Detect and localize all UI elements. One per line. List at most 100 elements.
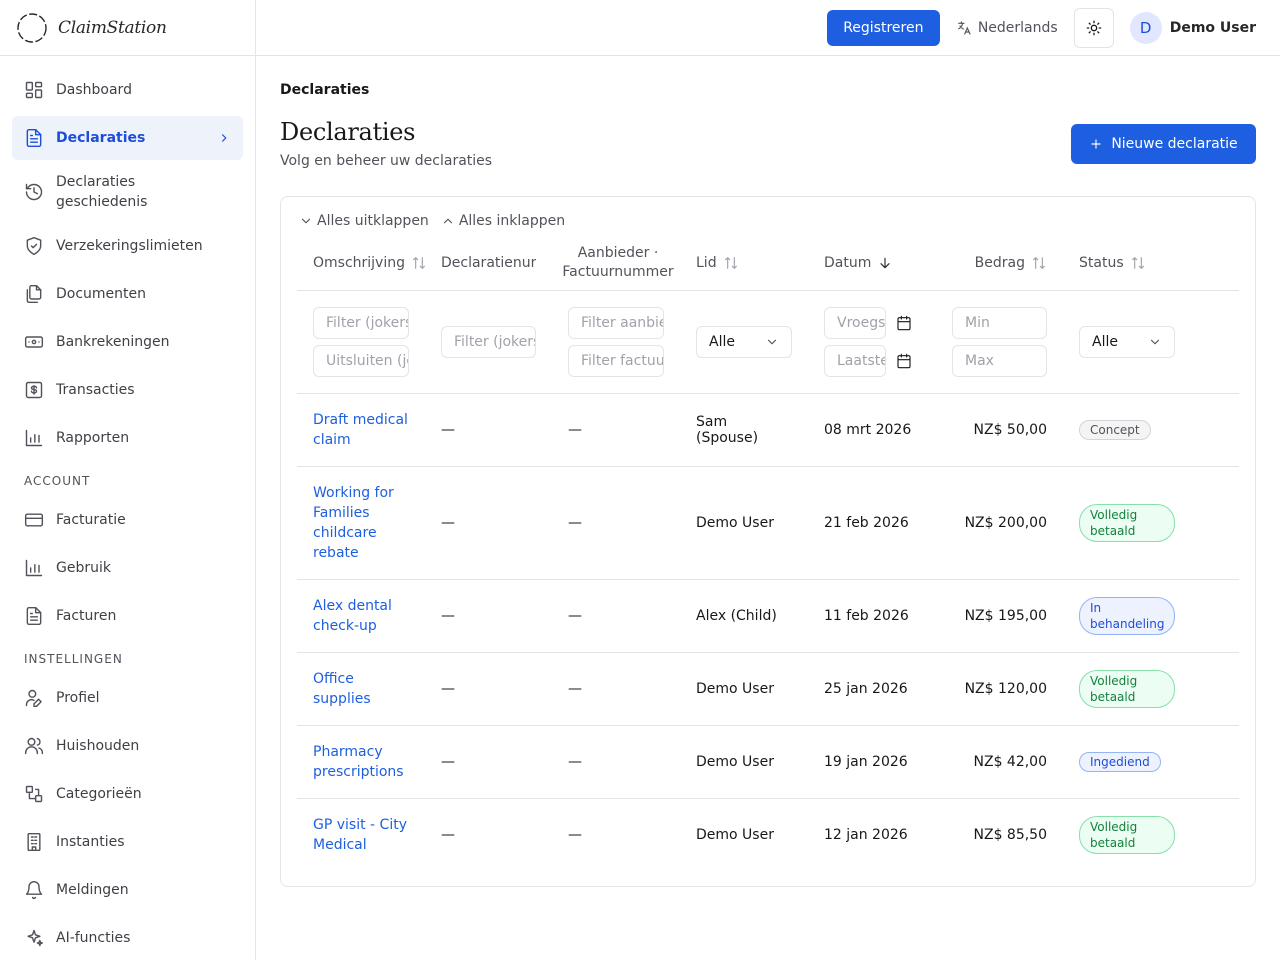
claim-number-cell: — (441, 826, 455, 843)
claim-description-link[interactable]: Office supplies (297, 652, 425, 726)
sidebar-item-label: Facturatie (56, 512, 126, 528)
section-label-account: ACCOUNT (24, 474, 91, 488)
expand-controls: Alles uitklappen Alles inklappen (299, 213, 565, 229)
invoice-filter-input[interactable]: Filter factuurnummer (568, 344, 664, 377)
column-label: Status (1079, 255, 1124, 272)
status-filter-value: Alle (1092, 333, 1118, 350)
sidebar-item-label: Facturen (56, 608, 117, 624)
column-header-claim-number[interactable]: Declaratienummer (425, 237, 552, 291)
sidebar-item-facturatie[interactable]: Facturatie (12, 498, 243, 542)
bell-icon (24, 880, 44, 900)
column-label: Declaratienummer (441, 255, 536, 272)
sidebar-item-profiel[interactable]: Profiel (12, 676, 243, 720)
user-pen-icon (24, 688, 44, 708)
sidebar-item-transacties[interactable]: Transacties (12, 368, 243, 412)
claim-description-link[interactable]: Alex dental check-up (297, 579, 425, 653)
provider-filter-input[interactable]: Filter aanbieder (568, 306, 664, 339)
column-header-date[interactable]: Datum (808, 237, 936, 291)
sidebar-item-rapporten[interactable]: Rapporten (12, 416, 243, 460)
sidebar-item-label: Profiel (56, 690, 100, 706)
avatar[interactable]: D (1129, 11, 1162, 44)
amount-cell: NZ$ 195,00 (936, 579, 1063, 653)
sidebar-item-bankrekeningen[interactable]: Bankrekeningen (12, 320, 243, 364)
sort-icon (1033, 257, 1045, 270)
description-filter-input[interactable]: Filter (jokers: *, ?) (313, 306, 409, 339)
sidebar-item-ai-functies[interactable]: AI-functies (12, 916, 243, 960)
sidebar-item-label: Declaraties (56, 130, 146, 146)
sidebar-item-huishouden[interactable]: Huishouden (12, 724, 243, 768)
page-subtitle: Volg en beheer uw declaraties (280, 153, 493, 169)
claim-description-link[interactable]: Working for Families childcare rebate (297, 466, 425, 580)
sidebar-item-declaraties-geschiedenis[interactable]: Declaraties geschiedenis (12, 164, 243, 220)
status-cell: Volledig betaald (1063, 466, 1239, 580)
shield-icon (24, 236, 44, 256)
status-filter-select[interactable]: Alle (1079, 325, 1175, 358)
description-exclude-input[interactable]: Uitsluiten (jokers) (313, 344, 409, 377)
member-cell: Demo User (680, 725, 808, 799)
sidebar-item-meldingen[interactable]: Meldingen (12, 868, 243, 912)
banknote-icon (24, 332, 44, 352)
claim-description-link[interactable]: Draft medical claim (297, 393, 425, 467)
sidebar-item-facturen[interactable]: Facturen (12, 594, 243, 638)
provider-cell: — (552, 466, 680, 580)
expand-all-button[interactable]: Alles uitklappen (299, 213, 429, 229)
sidebar-item-label: Declaraties geschiedenis (56, 174, 148, 210)
date-to-input[interactable]: Laatste (824, 344, 886, 377)
status-badge: Concept (1079, 419, 1151, 440)
status-cell: Ingediend (1063, 725, 1239, 799)
table-row[interactable]: Draft medical claim — — Sam (Spouse) 08 mrt … (297, 393, 1239, 467)
table-row[interactable]: GP visit - City Medical — — Demo User 12 jan… (297, 798, 1239, 871)
column-label: Bedrag (974, 255, 1025, 272)
calendar-icon[interactable] (896, 315, 912, 331)
column-header-status[interactable]: Status (1063, 237, 1239, 291)
user-name[interactable]: Demo User (1169, 19, 1256, 36)
column-header-member[interactable]: Lid (680, 237, 808, 291)
bar-chart-icon (24, 428, 44, 448)
sidebar-item-gebruik[interactable]: Gebruik (12, 546, 243, 590)
chevron-down-icon (767, 339, 777, 344)
sidebar-item-categorieen[interactable]: Categorieën (12, 772, 243, 816)
brand[interactable]: ClaimStation (0, 0, 255, 56)
amount-cell: NZ$ 50,00 (936, 393, 1063, 467)
sparkles-icon (24, 928, 44, 948)
amount-min-input[interactable]: Min (952, 306, 1047, 339)
column-header-description[interactable]: Omschrijving (297, 237, 425, 291)
sidebar-item-verzekeringslimieten[interactable]: Verzekeringslimieten (12, 224, 243, 268)
member-filter-select[interactable]: Alle (696, 325, 792, 358)
claim-number-cell: — (425, 579, 552, 653)
document-icon (24, 606, 44, 626)
table-row[interactable]: Alex dental check-up — — Alex (Child) 11 feb… (297, 579, 1239, 653)
table-row[interactable]: Office supplies — — Demo User 25 jan 2026 NZ$… (297, 652, 1239, 726)
categories-icon (24, 784, 44, 804)
date-cell: 08 mrt 2026 (808, 393, 936, 467)
claim-number-filter-input[interactable]: Filter (jokers) (441, 325, 536, 358)
sidebar-item-instanties[interactable]: Instanties (12, 820, 243, 864)
sidebar-item-dashboard[interactable]: Dashboard (12, 68, 243, 112)
column-header-provider[interactable]: Aanbieder · Factuurnummer (552, 237, 680, 291)
sort-icon (413, 257, 425, 270)
sidebar-item-declaraties[interactable]: Declaraties (12, 116, 243, 160)
language-switcher[interactable]: Nederlands (956, 20, 1058, 36)
provider-cell: — (552, 393, 680, 467)
table-row[interactable]: Pharmacy prescriptions — — Demo User 19 jan … (297, 725, 1239, 799)
sun-icon (1086, 20, 1102, 35)
brand-name: ClaimStation (58, 17, 167, 38)
date-cell: 25 jan 2026 (808, 652, 936, 726)
amount-max-input[interactable]: Max (952, 344, 1047, 377)
sidebar-item-label: Gebruik (56, 560, 111, 576)
collapse-all-button[interactable]: Alles inklappen (441, 213, 565, 229)
theme-toggle-button[interactable] (1073, 7, 1114, 48)
register-button[interactable]: Registreren (826, 9, 940, 46)
filter-row: Filter (jokers: *, ?) Uitsluiten (jokers… (297, 290, 1239, 394)
sidebar-item-documenten[interactable]: Documenten (12, 272, 243, 316)
table-row[interactable]: Working for Families childcare rebate — — D… (297, 466, 1239, 580)
column-label: Lid (696, 255, 717, 272)
translate-icon (957, 20, 971, 35)
date-from-input[interactable]: Vroegste (824, 306, 886, 339)
claim-description-link[interactable]: GP visit - City Medical (313, 816, 407, 853)
claim-description-link[interactable]: Pharmacy prescriptions (297, 725, 425, 799)
calendar-icon[interactable] (896, 353, 912, 369)
column-header-amount[interactable]: Bedrag (936, 237, 1063, 291)
claim-number-cell: — (425, 652, 552, 726)
new-claim-button[interactable]: Nieuwe declaratie (1071, 124, 1256, 164)
